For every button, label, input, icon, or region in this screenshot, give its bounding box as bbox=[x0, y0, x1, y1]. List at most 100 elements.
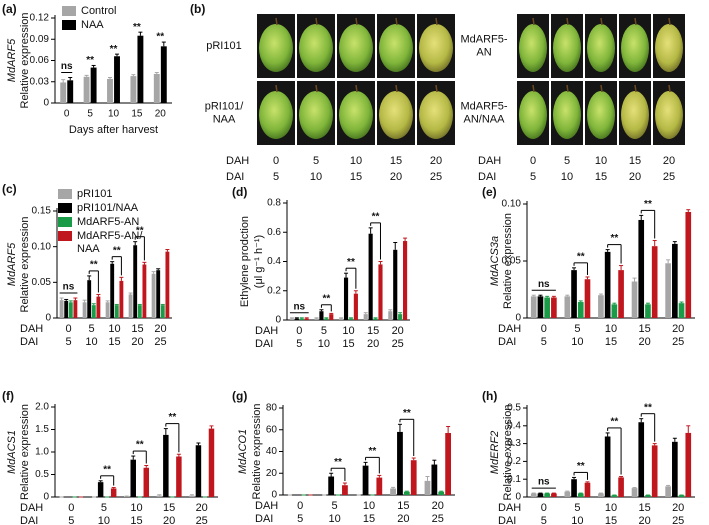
apple bbox=[299, 24, 333, 72]
apple-stem bbox=[600, 84, 603, 93]
bar bbox=[611, 304, 618, 318]
bar bbox=[398, 314, 403, 320]
bar bbox=[618, 270, 624, 318]
y-tick-label: 0.4 bbox=[507, 420, 521, 431]
bar bbox=[314, 318, 319, 320]
bar bbox=[59, 300, 64, 318]
y-axis-label: Relative expression bbox=[19, 404, 31, 500]
x-tick-label: 15 bbox=[638, 323, 650, 335]
bar bbox=[564, 491, 571, 497]
x-tick-label: 25 bbox=[432, 513, 444, 525]
y-tick-label: 0.06 bbox=[30, 55, 50, 66]
bar bbox=[114, 305, 119, 318]
bar bbox=[208, 428, 215, 497]
legend-label: Control bbox=[81, 5, 116, 17]
y-axis-label: MdACS1 bbox=[6, 430, 18, 474]
bar bbox=[348, 318, 354, 320]
bar bbox=[651, 246, 658, 318]
x-tick-label: 20 bbox=[155, 109, 167, 120]
y-tick-label: 0.8 bbox=[267, 198, 281, 209]
x-tick-label: 5 bbox=[541, 336, 547, 348]
sig-label: ** bbox=[136, 440, 144, 451]
sig-label: ns bbox=[63, 282, 75, 293]
x-row-label: DAI bbox=[255, 338, 273, 350]
x-tick-label: 15 bbox=[605, 336, 617, 348]
legend-label: pRI101 bbox=[77, 188, 112, 200]
bar bbox=[87, 280, 92, 318]
bar bbox=[577, 302, 584, 318]
sig-label: ** bbox=[347, 257, 355, 268]
bar bbox=[156, 270, 161, 318]
x-tick-label: 15 bbox=[350, 171, 362, 183]
bar bbox=[342, 485, 348, 495]
legend-swatch bbox=[62, 20, 76, 30]
y-tick-label: 0.09 bbox=[30, 34, 50, 45]
x-tick-label: 25 bbox=[672, 515, 684, 525]
bar bbox=[388, 311, 393, 320]
y-tick-label: 0 bbox=[45, 313, 51, 324]
x-tick-label: 10 bbox=[318, 338, 330, 350]
apple bbox=[339, 91, 373, 139]
x-tick-label: 5 bbox=[88, 323, 94, 335]
x-tick-label: 5 bbox=[101, 502, 107, 514]
x-tick-label: 0 bbox=[297, 500, 303, 512]
bar bbox=[82, 302, 87, 318]
x-row-label: DAI bbox=[255, 513, 273, 525]
bar bbox=[110, 263, 115, 318]
bar bbox=[551, 493, 557, 497]
apple bbox=[655, 91, 683, 139]
x-tick-label: 20 bbox=[430, 155, 442, 167]
bar bbox=[137, 305, 142, 318]
bar bbox=[611, 495, 618, 497]
apple bbox=[419, 91, 453, 139]
x-row-label: DAI bbox=[226, 171, 244, 183]
x-tick-label: 10 bbox=[595, 155, 607, 167]
apple-stem bbox=[315, 17, 318, 26]
bar bbox=[390, 488, 396, 495]
x-tick-label: 10 bbox=[108, 109, 120, 120]
y-axis-label: Ethylene prodction bbox=[239, 216, 251, 307]
x-tick-label: 10 bbox=[328, 513, 340, 525]
sig-label: ** bbox=[133, 22, 141, 33]
x-tick-label: 20 bbox=[367, 338, 379, 350]
x-tick-label: 20 bbox=[638, 515, 650, 525]
apple bbox=[621, 24, 649, 72]
y-tick-label: 0.5 bbox=[507, 403, 521, 414]
x-tick-label: 0 bbox=[68, 502, 74, 514]
sig-label: ** bbox=[372, 212, 380, 223]
x-tick-label: 10 bbox=[85, 336, 97, 348]
bar bbox=[678, 303, 685, 318]
sig-label: ** bbox=[334, 457, 342, 468]
bar bbox=[530, 296, 537, 318]
legend-swatch bbox=[58, 189, 72, 199]
bar bbox=[91, 305, 96, 318]
y-tick-label: 0.12 bbox=[30, 13, 50, 24]
x-tick-label: 10 bbox=[605, 502, 617, 514]
y-axis-label: MdACS3a bbox=[489, 236, 501, 286]
bar bbox=[328, 476, 335, 495]
bar bbox=[143, 467, 150, 497]
y-tick-label: 0.5 bbox=[35, 469, 49, 480]
bar bbox=[598, 295, 604, 318]
x-tick-label: 20 bbox=[663, 155, 675, 167]
sig-label: ** bbox=[86, 55, 94, 66]
bar bbox=[678, 495, 685, 497]
bar bbox=[604, 436, 611, 497]
x-tick-label: 0 bbox=[530, 155, 536, 167]
y-tick-label: 0.2 bbox=[267, 285, 281, 296]
x-tick-label: 15 bbox=[629, 155, 641, 167]
bar bbox=[339, 318, 344, 320]
sig-label: ** bbox=[103, 464, 111, 475]
apple-stem bbox=[435, 17, 438, 26]
bar bbox=[373, 318, 378, 320]
photo-row-label: pRI101 bbox=[206, 40, 241, 52]
sig-label: ** bbox=[110, 44, 118, 55]
x-tick-label: 10 bbox=[98, 515, 110, 525]
x-row-label: DAH bbox=[478, 155, 501, 167]
x-tick-label: 10 bbox=[108, 323, 120, 335]
y-tick-label: 1.5 bbox=[35, 424, 49, 435]
bar bbox=[119, 280, 124, 318]
bar bbox=[376, 477, 383, 495]
